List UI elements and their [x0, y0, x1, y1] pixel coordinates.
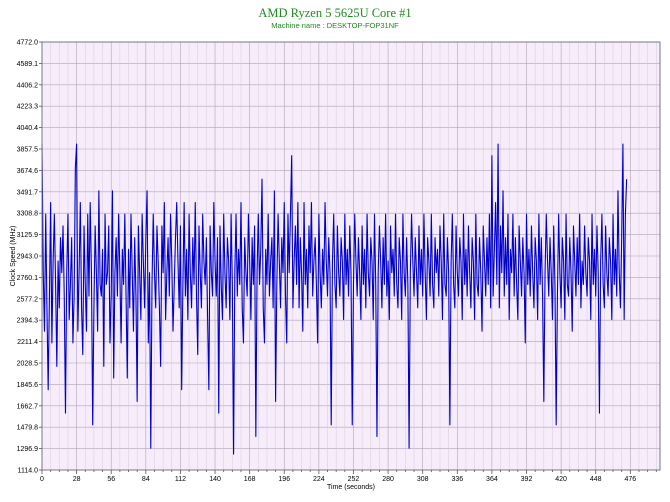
y-tick-label: 2760.1: [17, 275, 39, 282]
y-tick-label: 2028.5: [17, 361, 39, 368]
chart-subtitle: Machine name : DESKTOP-FOP31NF: [271, 21, 399, 30]
x-tick-label: 112: [175, 476, 186, 483]
y-tick-label: 4040.4: [17, 125, 39, 132]
y-tick-label: 1114.0: [18, 468, 38, 475]
x-axis-label: Time (seconds): [327, 484, 375, 491]
y-tick-label: 2943.0: [17, 254, 39, 261]
y-tick-label: 4406.2: [17, 82, 39, 89]
x-tick-label: 28: [73, 476, 81, 483]
y-tick-label: 4772.0: [17, 40, 39, 47]
y-axis-label: Clock Speed (MHz): [10, 226, 17, 287]
y-tick-label: 3491.7: [17, 189, 39, 196]
x-tick-label: 420: [555, 476, 567, 483]
y-tick-label: 2577.2: [17, 296, 39, 303]
x-tick-label: 252: [348, 476, 360, 483]
y-tick-label: 1296.9: [17, 446, 39, 453]
x-tick-label: 56: [107, 476, 115, 483]
x-tick-label: 168: [244, 476, 256, 483]
x-tick-label: 196: [278, 476, 290, 483]
y-tick-label: 1662.7: [17, 403, 39, 410]
x-tick-label: 140: [209, 476, 221, 483]
x-tick-label: 84: [142, 476, 150, 483]
series-line: [41, 143, 628, 455]
y-tick-label: 4589.1: [17, 61, 39, 68]
y-tick-label: 2394.3: [17, 318, 39, 325]
x-tick-label: 280: [382, 476, 394, 483]
x-tick-label: 308: [417, 476, 429, 483]
x-axis-ticks: 0 28 56 84 112 140 168 196 224 252 280 308 336 364 392…: [40, 470, 657, 483]
x-tick-label: 364: [486, 476, 498, 483]
y-tick-label: 1845.6: [17, 382, 39, 389]
y-tick-label: 3308.8: [17, 211, 39, 218]
x-tick-label: 224: [313, 476, 325, 483]
y-tick-label: 4223.3: [17, 104, 39, 111]
x-tick-label: 448: [590, 476, 602, 483]
series-layer: [41, 143, 628, 455]
y-tick-label: 1479.8: [17, 425, 39, 432]
y-tick-label: 3125.9: [17, 232, 39, 239]
x-tick-label: 476: [624, 476, 636, 483]
y-tick-label: 3674.6: [17, 168, 39, 175]
y-tick-label: 2211.4: [17, 339, 38, 346]
y-tick-label: 3857.5: [17, 147, 39, 154]
x-tick-label: 336: [451, 476, 463, 483]
y-axis-ticks: 4772.0 4589.1 4406.2 4223.3 4040.4 3857.5 3674…: [17, 40, 42, 475]
x-tick-label: 0: [40, 476, 44, 483]
chart-title: AMD Ryzen 5 5625U Core #1: [258, 6, 411, 20]
x-tick-label: 392: [521, 476, 533, 483]
